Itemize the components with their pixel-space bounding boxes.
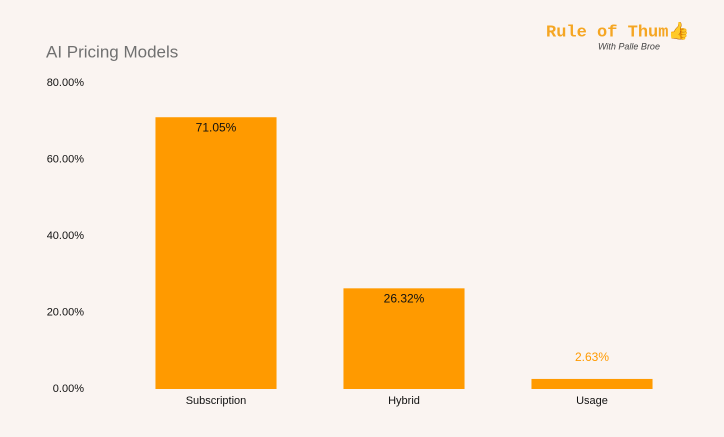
x-tick-label: Hybrid (388, 395, 420, 407)
bar (531, 378, 653, 389)
y-tick-label: 80.00% (47, 77, 85, 89)
brand: Rule of Thum👍 (546, 20, 690, 42)
y-tick-label: 60.00% (47, 153, 85, 165)
x-tick-label: Usage (576, 395, 608, 407)
y-tick-label: 20.00% (47, 306, 85, 318)
chart-title: AI Pricing Models (46, 42, 178, 61)
bar (343, 288, 465, 389)
x-tick-label: Subscription (186, 395, 247, 407)
value-label: 71.05% (196, 120, 237, 134)
brand-subtitle: With Palle Broe (598, 41, 660, 51)
value-label: 2.63% (575, 350, 609, 364)
value-label: 26.32% (384, 291, 425, 305)
y-tick-label: 40.00% (47, 230, 85, 242)
y-tick-label: 0.00% (53, 383, 84, 395)
bar (155, 117, 277, 389)
